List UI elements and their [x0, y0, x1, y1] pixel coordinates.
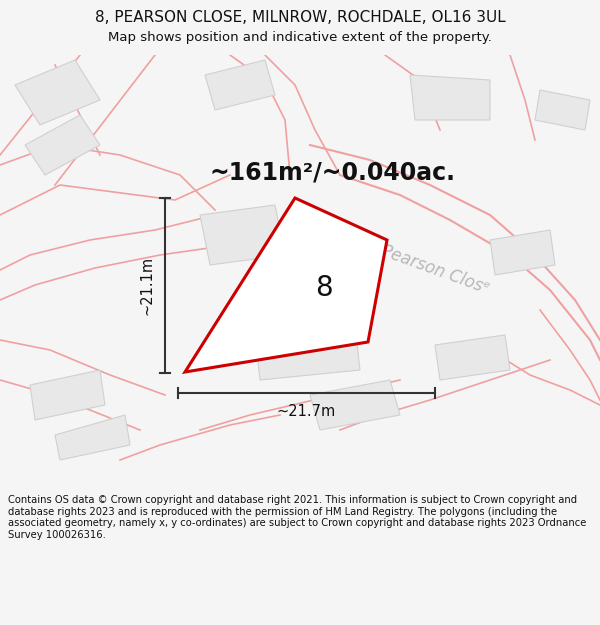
Text: Map shows position and indicative extent of the property.: Map shows position and indicative extent…	[108, 31, 492, 44]
Polygon shape	[200, 205, 285, 265]
Polygon shape	[310, 380, 400, 430]
Text: ~21.7m: ~21.7m	[277, 404, 336, 419]
Text: ~21.1m: ~21.1m	[139, 256, 155, 315]
Polygon shape	[255, 325, 360, 380]
Polygon shape	[25, 115, 100, 175]
Polygon shape	[490, 230, 555, 275]
Text: 8, PEARSON CLOSE, MILNROW, ROCHDALE, OL16 3UL: 8, PEARSON CLOSE, MILNROW, ROCHDALE, OL1…	[95, 9, 505, 24]
Text: Contains OS data © Crown copyright and database right 2021. This information is : Contains OS data © Crown copyright and d…	[8, 495, 586, 540]
Polygon shape	[30, 370, 105, 420]
Polygon shape	[410, 75, 490, 120]
Polygon shape	[435, 335, 510, 380]
Polygon shape	[15, 60, 100, 125]
Text: 8: 8	[315, 274, 332, 302]
Text: Pearson Closᵉ: Pearson Closᵉ	[379, 242, 491, 298]
Polygon shape	[185, 198, 387, 372]
Text: ~161m²/~0.040ac.: ~161m²/~0.040ac.	[210, 160, 456, 184]
Polygon shape	[55, 415, 130, 460]
Polygon shape	[205, 60, 275, 110]
Polygon shape	[535, 90, 590, 130]
